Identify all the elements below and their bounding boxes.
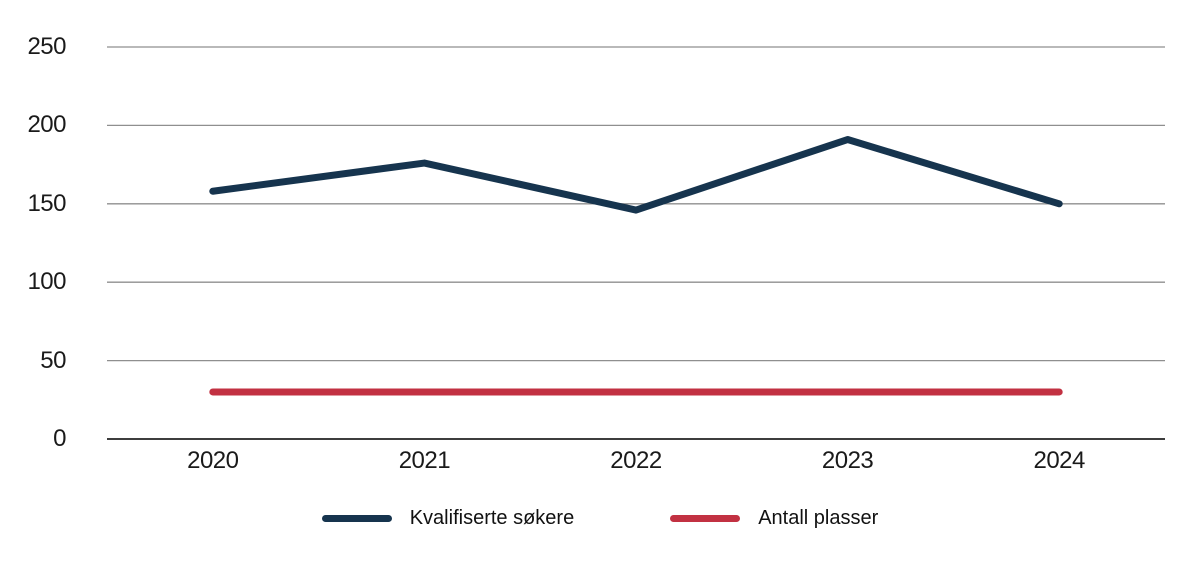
y-tick-label: 200	[27, 111, 66, 139]
legend-item-antall-plasser: Antall plasser	[670, 507, 878, 530]
legend-label-kvalifiserte-sokere: Kvalifiserte søkere	[409, 506, 575, 529]
x-tick-label: 2021	[398, 447, 451, 474]
x-tick-label: 2020	[187, 447, 239, 474]
x-tick-label: 2024	[1033, 447, 1085, 474]
y-tick-label: 250	[27, 33, 66, 60]
legend-label-antall-plasser: Antall plasser	[758, 506, 879, 529]
legend-item-kvalifiserte-sokere: Kvalifiserte søkere	[321, 506, 575, 530]
y-tick-label: 150	[27, 189, 66, 217]
y-tick-label: 0	[53, 425, 66, 452]
series-line-0	[209, 136, 1063, 214]
legend-swatch-kvalifiserte-sokere-icon	[321, 514, 392, 522]
x-tick-label: 2022	[610, 447, 662, 474]
x-tick-label: 2023	[821, 447, 874, 474]
y-tick-label: 100	[27, 268, 66, 296]
legend: Kvalifiserte søkere Antall plasser	[0, 503, 1200, 533]
legend-swatch-antall-plasser-icon	[670, 514, 741, 522]
y-tick-label: 50	[40, 346, 66, 374]
